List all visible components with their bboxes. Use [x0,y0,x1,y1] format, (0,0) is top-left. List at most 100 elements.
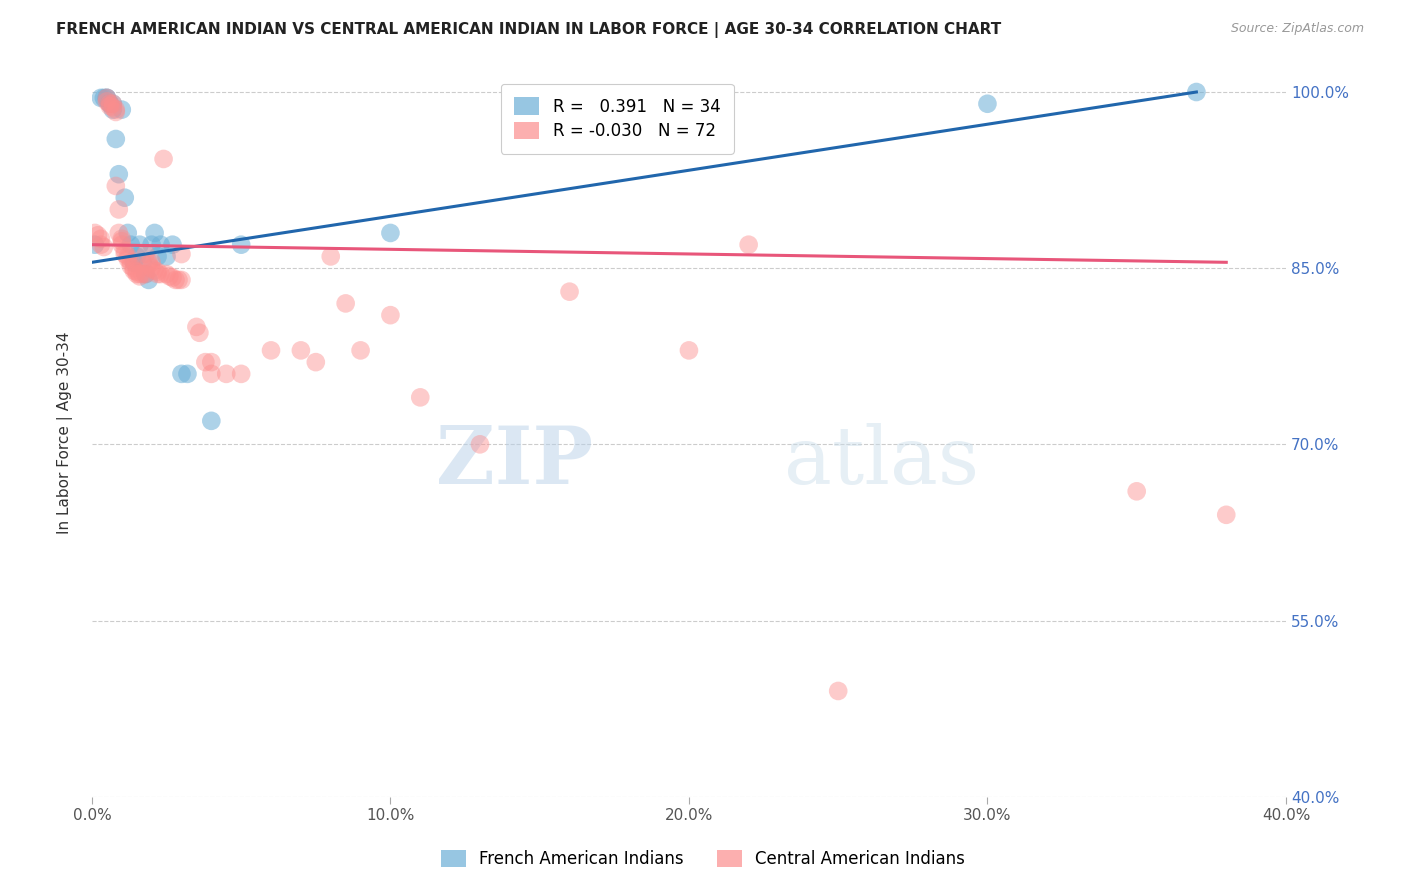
Point [131,255,153,269]
Point [135,267,157,281]
Point [87,228,110,243]
Point [84,237,107,252]
Point [128,267,150,281]
Legend: French American Indians, Central American Indians: French American Indians, Central America… [434,843,972,875]
Point [125,267,148,281]
Point [167,273,190,287]
Point [101,96,124,111]
Point [143,226,166,240]
Point [290,343,312,358]
Point [188,326,211,340]
Text: FRENCH AMERICAN INDIAN VS CENTRAL AMERICAN INDIAN IN LABOR FORCE | AGE 30-34 COR: FRENCH AMERICAN INDIAN VS CENTRAL AMERIC… [56,22,1001,38]
Point [135,267,157,281]
Point [380,226,402,240]
Point [128,269,150,284]
Point [120,237,142,252]
Point [104,105,127,120]
Point [101,100,124,114]
Point [131,267,153,281]
Point [93,91,115,105]
Point [98,96,121,111]
Y-axis label: In Labor Force | Age 30-34: In Labor Force | Age 30-34 [58,331,73,533]
Text: atlas: atlas [785,423,980,500]
Point [101,103,124,117]
Point [200,414,222,428]
Point [200,355,222,369]
Point [104,103,127,117]
Point [101,96,124,111]
Point [117,252,139,266]
Point [194,355,217,369]
Point [335,296,357,310]
Point [135,247,157,261]
Point [107,167,129,181]
Point [96,91,118,105]
Point [231,367,253,381]
Point [165,273,187,287]
Point [114,247,136,261]
Point [122,261,145,276]
Point [96,91,118,105]
Point [149,237,172,252]
Point [141,237,163,252]
Point [1185,85,1208,99]
Point [380,308,402,322]
Point [98,99,121,113]
Text: ZIP: ZIP [436,423,593,500]
Point [146,267,169,281]
Point [114,244,136,258]
Point [98,96,121,111]
Point [138,273,160,287]
Point [146,265,169,279]
Point [678,343,700,358]
Point [120,259,142,273]
Point [111,237,134,252]
Point [176,367,198,381]
Point [96,95,118,109]
Point [170,247,193,261]
Point [737,237,759,252]
Point [162,270,184,285]
Point [976,96,998,111]
Point [125,249,148,263]
Point [138,258,160,272]
Point [111,103,134,117]
Point [90,232,112,246]
Point [1215,508,1237,522]
Point [558,285,581,299]
Point [200,367,222,381]
Point [138,255,160,269]
Point [159,269,181,284]
Point [128,237,150,252]
Point [117,226,139,240]
Point [349,343,371,358]
Point [114,191,136,205]
Point [409,390,432,404]
Point [141,261,163,276]
Point [107,226,129,240]
Point [186,319,208,334]
Point [319,249,342,263]
Point [125,265,148,279]
Point [149,267,172,281]
Point [170,273,193,287]
Point [84,226,107,240]
Point [305,355,328,369]
Point [162,237,184,252]
Point [1125,484,1147,499]
Point [107,202,129,217]
Point [122,255,145,269]
Point [90,237,112,252]
Point [120,255,142,269]
Point [215,367,238,381]
Point [141,255,163,269]
Point [260,343,283,358]
Legend: R =   0.391   N = 34, R = -0.030   N = 72: R = 0.391 N = 34, R = -0.030 N = 72 [501,84,734,153]
Point [104,132,127,146]
Point [152,152,174,166]
Point [96,91,118,105]
Point [117,249,139,263]
Point [122,263,145,277]
Text: Source: ZipAtlas.com: Source: ZipAtlas.com [1230,22,1364,36]
Point [827,684,849,698]
